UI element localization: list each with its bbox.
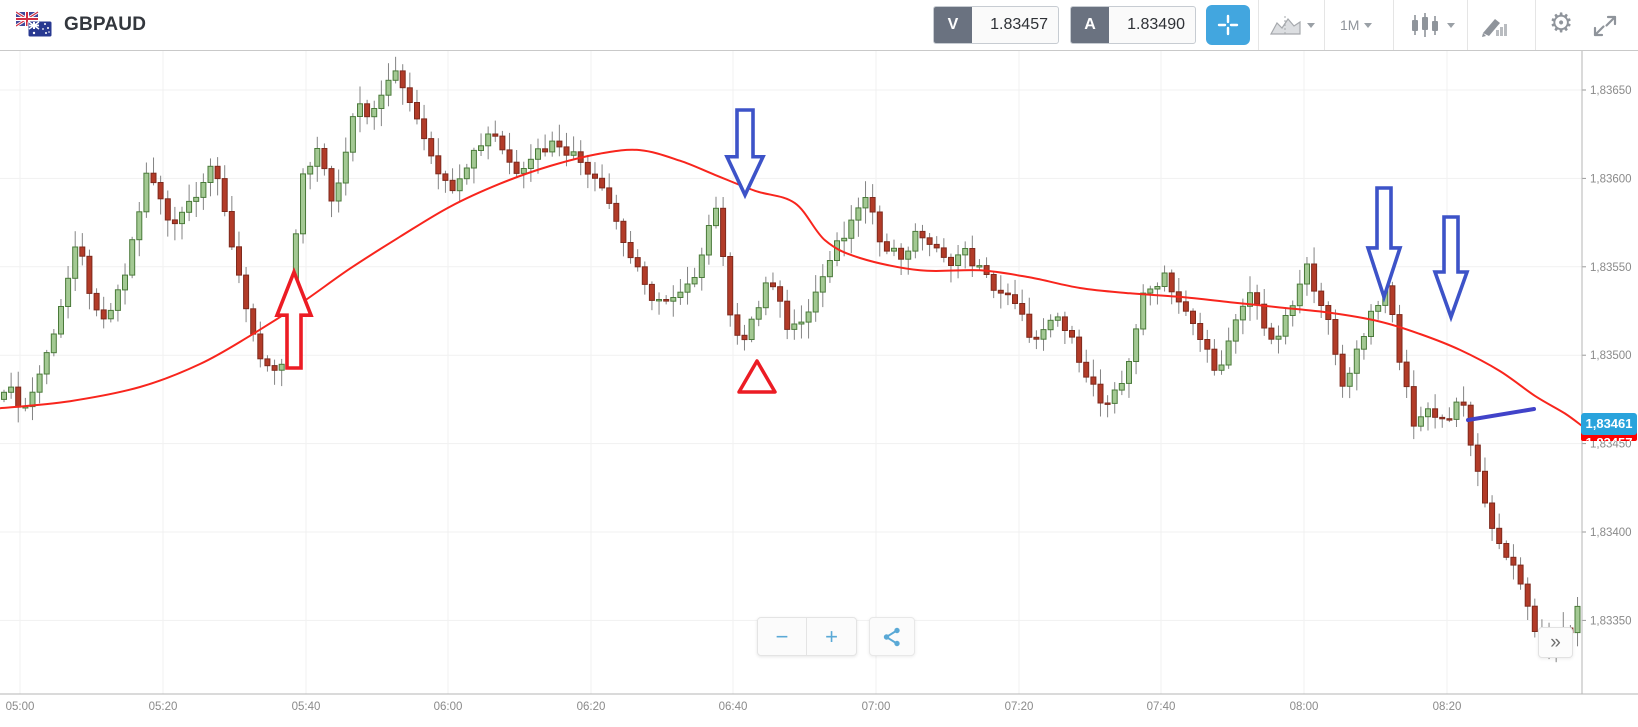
chart-type-dropdown[interactable]: [1270, 14, 1315, 36]
toolbar-separator: [1393, 0, 1394, 50]
price-axis-label: 1,83550: [1590, 262, 1632, 274]
time-axis-label: 08:00: [1290, 701, 1319, 713]
ask-price-value: 1.83490: [1127, 16, 1185, 33]
moving-average-line: [0, 148, 1583, 427]
zoom-in-button[interactable]: +: [807, 618, 856, 655]
interval-label: 1M: [1340, 17, 1360, 33]
price-axis-label: 1,83600: [1590, 173, 1632, 185]
symbol-title: GBPAUD: [64, 14, 147, 35]
buy-signal-arrow[interactable]: [274, 267, 314, 370]
time-axis-label: 07:20: [1005, 701, 1034, 713]
time-axis-label: 06:40: [719, 701, 748, 713]
buy-price-button[interactable]: A 1.83490: [1070, 6, 1196, 44]
time-axis-label: 07:00: [862, 701, 891, 713]
share-icon: [883, 627, 900, 646]
currency-pair-flags-icon: [16, 11, 53, 38]
moving-average-path: [0, 148, 1583, 427]
price-axis-label: 1,83400: [1590, 527, 1632, 539]
share-button[interactable]: [869, 617, 915, 656]
interval-dropdown[interactable]: 1M: [1340, 17, 1373, 33]
gear-icon: ⚙: [1549, 8, 1574, 38]
time-axis-label: 05:20: [149, 701, 178, 713]
expand-icon: [1593, 15, 1617, 37]
price-axis-label: 1,83650: [1590, 85, 1632, 97]
chart-header: GBPAUD V 1.83457 A 1.83490: [0, 0, 1638, 51]
sell-price-value: 1.83457: [990, 16, 1048, 33]
time-axis-label: 08:20: [1433, 701, 1462, 713]
sell-badge: V: [934, 7, 972, 43]
time-axis-label: 05:00: [6, 701, 35, 713]
toolbar-separator: [1467, 0, 1468, 50]
crosshair-tool-button[interactable]: [1206, 5, 1250, 45]
last-ask-price-badge: 1,83461: [1581, 413, 1637, 435]
pullback-triangle[interactable]: [737, 359, 777, 394]
axes: 1,83650 1,83600 1,83550 1,83500 1,83450 1,834…: [0, 50, 1638, 713]
crosshair-icon: [1217, 14, 1239, 36]
candlestick-icon: [1412, 13, 1438, 37]
time-axis-label: 07:40: [1147, 701, 1176, 713]
price-axis-label: 1,83350: [1590, 615, 1632, 627]
time-axis-label: 06:20: [577, 701, 606, 713]
time-axis-label: 06:00: [434, 701, 463, 713]
fullscreen-button[interactable]: [1592, 13, 1618, 39]
price-axis-label: 1,83450: [1590, 439, 1632, 451]
toolbar-separator: [1258, 0, 1259, 50]
zoom-controls: − +: [757, 617, 857, 656]
gridlines: [0, 50, 1582, 694]
zoom-out-button[interactable]: −: [758, 618, 807, 655]
ask-badge: A: [1071, 7, 1109, 43]
settings-button[interactable]: ⚙: [1549, 10, 1573, 37]
trend-line-segment[interactable]: [1466, 407, 1536, 422]
chevron-down-icon: [1447, 22, 1455, 28]
toolbar-separator: [1535, 0, 1536, 50]
chevron-down-icon: [1307, 22, 1315, 28]
sell-signal-arrow-1[interactable]: [724, 108, 766, 200]
drawing-tools-button[interactable]: [1480, 13, 1508, 37]
sell-price-button[interactable]: V 1.83457: [933, 6, 1059, 44]
price-axis-label: 1,83500: [1590, 350, 1632, 362]
area-chart-icon: [1270, 16, 1301, 35]
chevron-down-icon: [1364, 22, 1373, 28]
toolbar-separator: [1324, 0, 1325, 50]
candle-style-dropdown[interactable]: [1408, 12, 1455, 38]
pencil-icon: [1482, 19, 1507, 37]
time-axis-label: 05:40: [292, 701, 321, 713]
sell-signal-arrow-2[interactable]: [1365, 186, 1403, 303]
sell-signal-arrow-3[interactable]: [1432, 215, 1470, 323]
candlestick-series: [1, 56, 1581, 663]
annotations: [274, 108, 1536, 422]
aud-flag-icon: [27, 20, 53, 38]
jump-to-latest-button[interactable]: »: [1538, 627, 1573, 658]
